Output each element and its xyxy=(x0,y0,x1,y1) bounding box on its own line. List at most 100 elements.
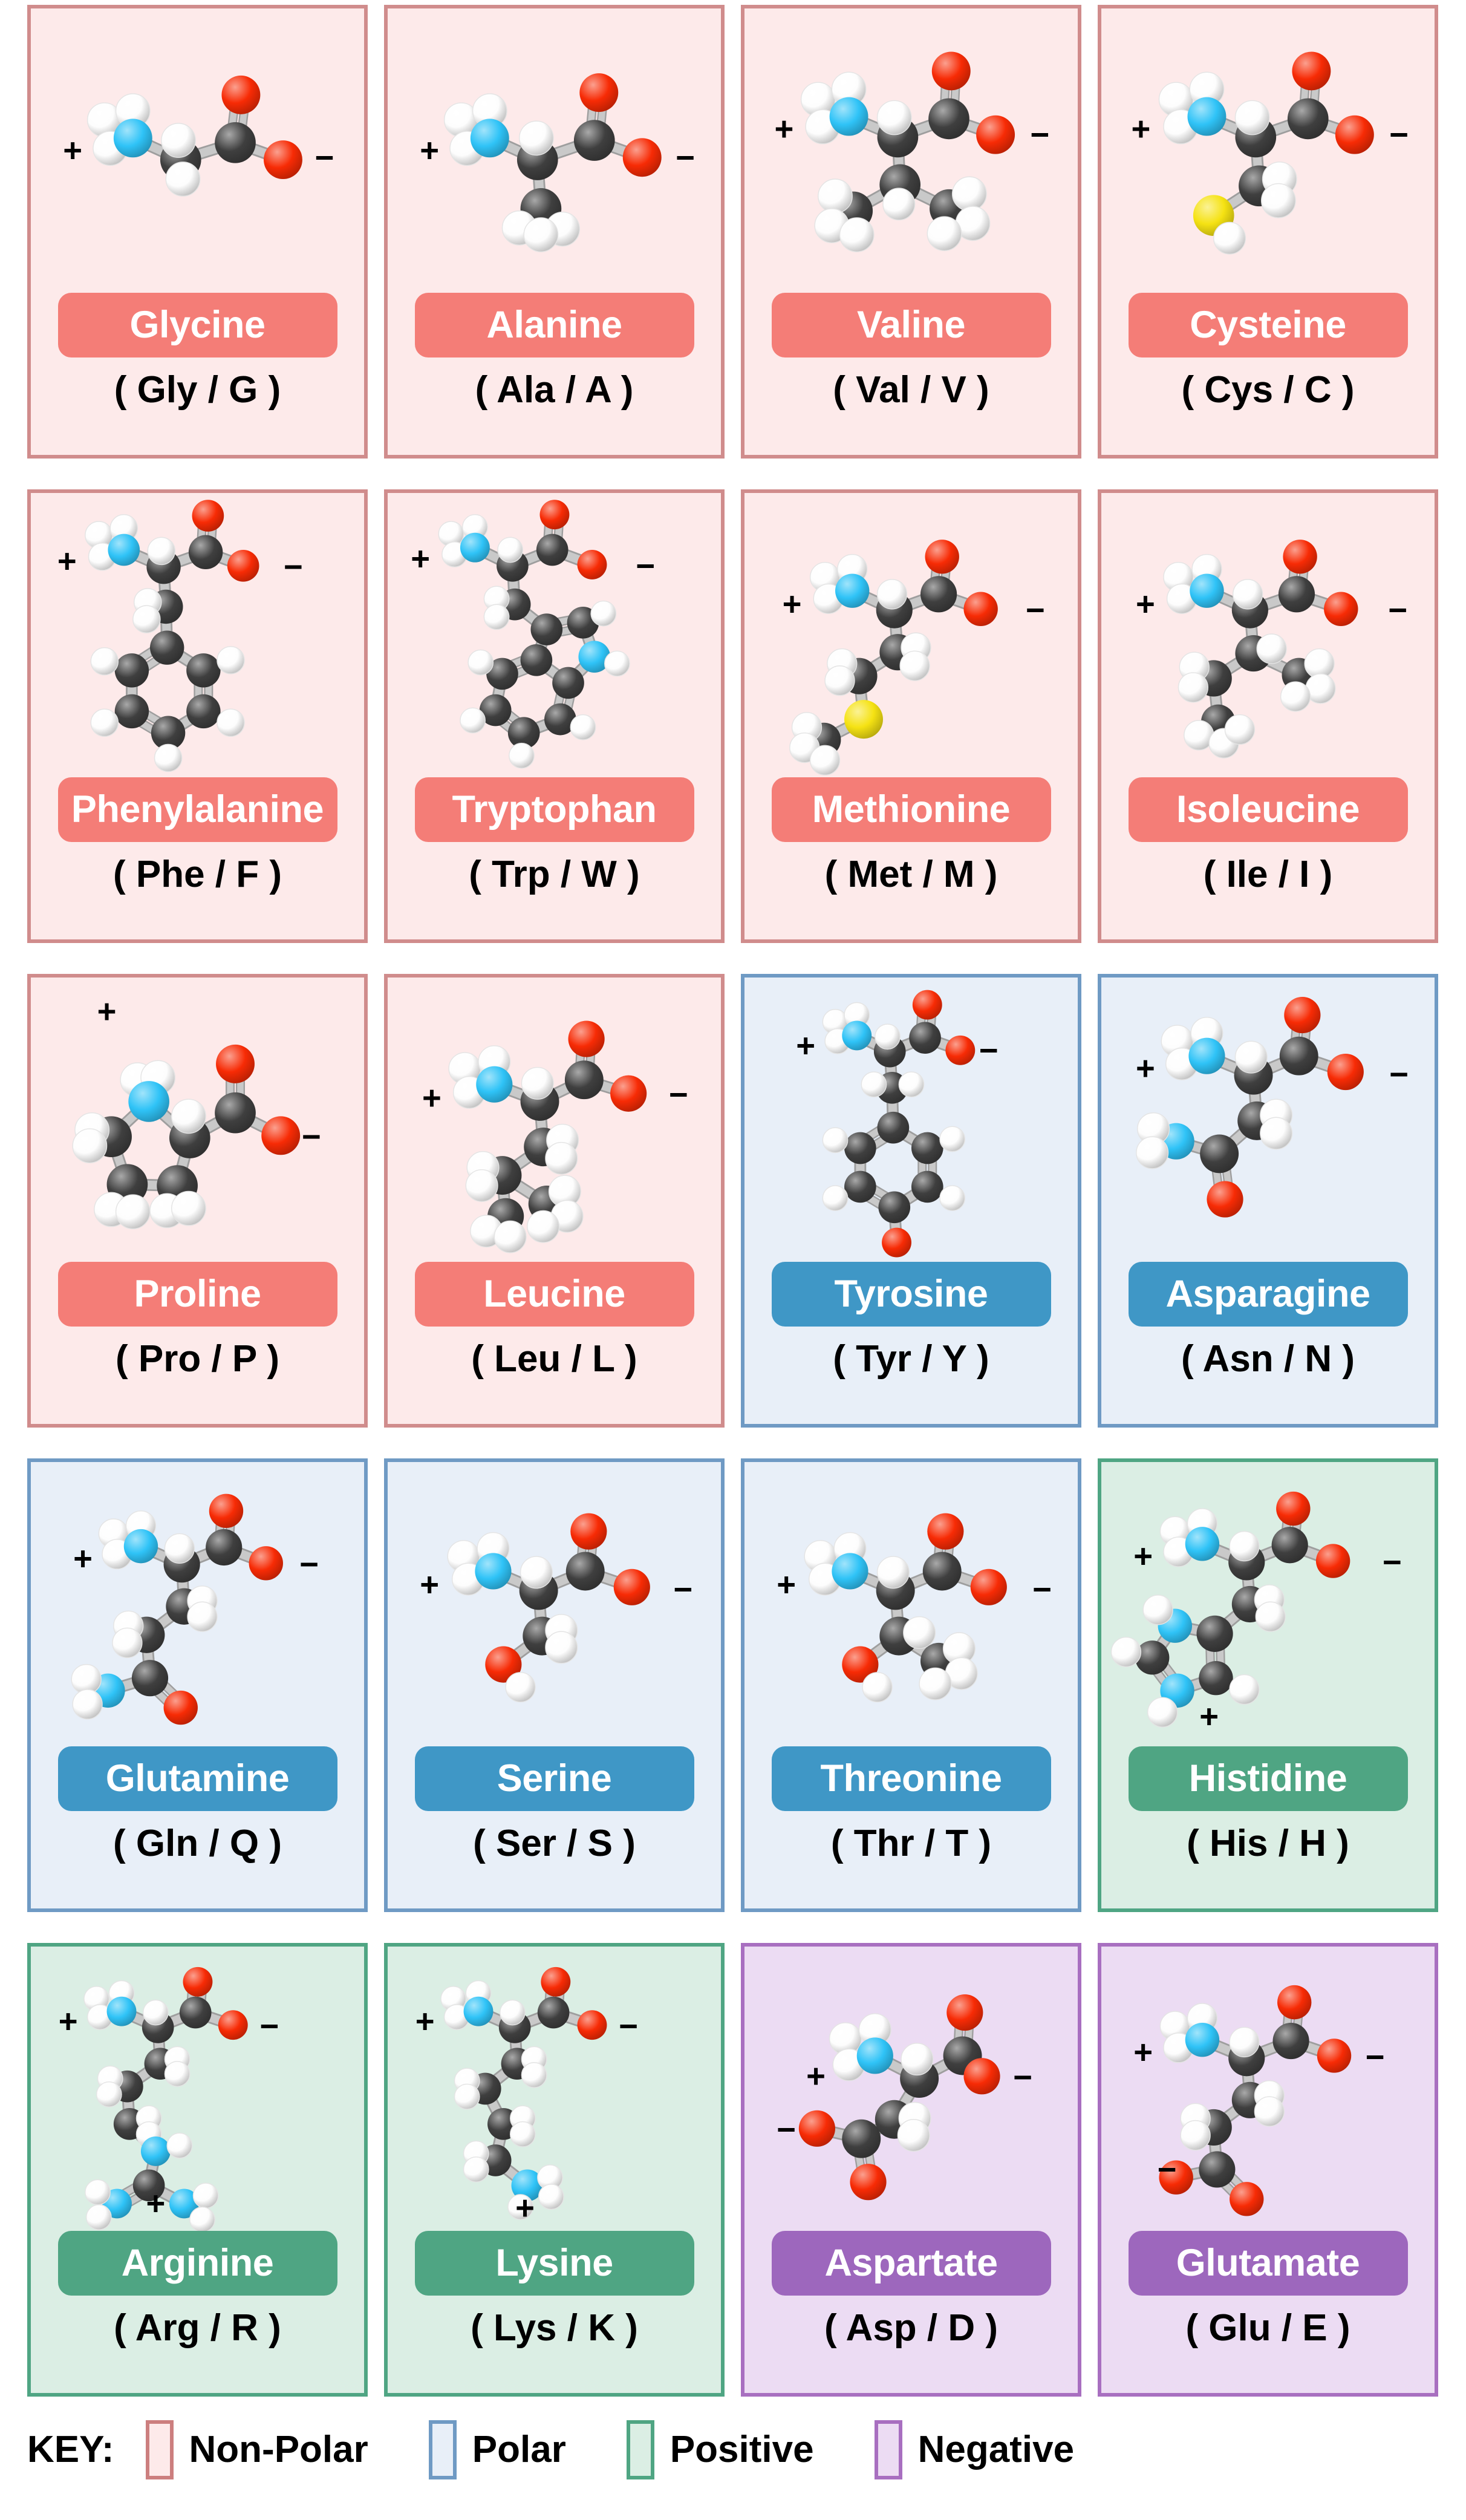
charge-positive-label: + xyxy=(420,1567,439,1604)
atom-oxygen xyxy=(1335,115,1374,154)
amino-acid-abbreviation: ( Tyr / Y ) xyxy=(833,1338,989,1380)
atom-carbon xyxy=(552,667,584,699)
atom-nitrogen xyxy=(511,2169,544,2202)
amino-acid-name-badge: Methionine xyxy=(771,777,1051,842)
atom-nitrogen xyxy=(1185,2022,1220,2057)
amino-acid-abbreviation: ( Ile / I ) xyxy=(1203,854,1333,895)
atom-carbon xyxy=(1287,98,1329,140)
amino-acid-card-phenylalanine[interactable]: + − Phenylalanine( Phe / F ) xyxy=(27,489,368,943)
amino-acid-card-alanine[interactable]: + − Alanine( Ala / A ) xyxy=(384,5,725,459)
legend-item-positive: Positive xyxy=(626,2420,814,2479)
atom-oxygen xyxy=(577,550,607,579)
charge-negative-label: − xyxy=(1366,2039,1385,2075)
atom-carbon xyxy=(114,694,149,729)
atom-carbon xyxy=(920,576,957,613)
charge-positive-label: + xyxy=(422,1080,441,1117)
molecule-diagram-alanine: + − xyxy=(388,8,721,293)
amino-acid-card-methionine[interactable]: + − Methionine( Met / M ) xyxy=(741,489,1081,943)
atom-hydrogen xyxy=(951,176,987,212)
amino-acid-card-threonine[interactable]: + − Threonine( Thr / T ) xyxy=(741,1458,1081,1912)
atom-oxygen xyxy=(541,1967,571,1997)
amino-acid-card-arginine[interactable]: + − + Arginine ( Arg / R ) xyxy=(27,1943,368,2397)
amino-acid-card-aspartate[interactable]: + − − Aspartate( Asp / D ) xyxy=(741,1943,1081,2397)
charge-negative-label: − xyxy=(1389,116,1409,153)
atom-nitrogen xyxy=(169,2189,199,2219)
atom-hydrogen xyxy=(189,2206,215,2231)
charge-positive-label: + xyxy=(411,541,430,578)
atom-group xyxy=(789,540,998,775)
molecule-diagram-tyrosine: + − xyxy=(744,978,1078,1262)
amino-acid-card-tryptophan[interactable]: + − Tryptophan( Trp / W ) xyxy=(384,489,725,943)
amino-acid-card-histidine[interactable]: + − + Histidine ( His / H ) xyxy=(1098,1458,1438,1912)
amino-acid-abbreviation: ( Cys / C ) xyxy=(1181,369,1355,411)
atom-carbon xyxy=(877,1111,910,1144)
atom-hydrogen xyxy=(875,1023,901,1050)
amino-acid-card-glycine[interactable]: + − Glycine( Gly / G ) xyxy=(27,5,368,459)
amino-acid-card-isoleucine[interactable]: + − Isoleucine( Ile / I ) xyxy=(1098,489,1438,943)
molecule-diagram-cysteine: + − xyxy=(1101,8,1435,293)
atom-oxygen xyxy=(1283,540,1317,574)
atom-oxygen xyxy=(945,1035,976,1065)
molecule-diagram-tryptophan: + − xyxy=(388,493,721,777)
amino-acid-abbreviation: ( Arg / R ) xyxy=(114,2307,281,2349)
atom-group xyxy=(71,1493,283,1725)
atom-nitrogen xyxy=(1187,97,1227,136)
atom-group xyxy=(440,1967,607,2220)
charge-negative-label: − xyxy=(673,1571,692,1608)
bond-group xyxy=(126,90,289,166)
amino-acid-name-badge: Histidine xyxy=(1128,1746,1408,1811)
atom-hydrogen xyxy=(1234,1040,1268,1074)
amino-acid-card-asparagine[interactable]: + − Asparagine( Asn / N ) xyxy=(1098,974,1438,1428)
atom-oxygen xyxy=(579,73,619,113)
amino-acid-card-leucine[interactable]: + − Leucine( Leu / L ) xyxy=(384,974,725,1428)
amino-acid-card-valine[interactable]: + − Valine( Val / V ) xyxy=(741,5,1081,459)
charge-negative-label: − xyxy=(1389,1056,1409,1092)
atom-group xyxy=(798,1994,1000,2201)
atom-carbon xyxy=(844,1132,876,1164)
atom-hydrogen xyxy=(164,2061,191,2087)
atom-group xyxy=(438,500,630,769)
amino-acid-card-tyrosine[interactable]: + − Tyrosine( Tyr / Y ) xyxy=(741,974,1081,1428)
legend-item-polar: Polar xyxy=(428,2420,566,2479)
charge-negative-label: − xyxy=(619,2008,638,2045)
atom-nitrogen xyxy=(470,119,509,158)
atom-hydrogen xyxy=(876,579,908,610)
amino-acid-card-lysine[interactable]: + − + Lysine ( Lys / K ) xyxy=(384,1943,725,2397)
amino-acid-card-glutamine[interactable]: + − Glutamine( Gln / Q ) xyxy=(27,1458,368,1912)
amino-acid-card-proline[interactable]: + − Proline( Pro / P ) xyxy=(27,974,368,1428)
atom-hydrogen xyxy=(898,1071,925,1098)
amino-acid-card-cysteine[interactable]: + − Cysteine( Cys / C ) xyxy=(1098,5,1438,459)
atom-hydrogen xyxy=(545,1141,578,1175)
legend-swatch-positive xyxy=(626,2420,654,2479)
amino-acid-card-glutamate[interactable]: + − − Glutamate ( Glu / E ) xyxy=(1098,1943,1438,2397)
atom-group xyxy=(1136,996,1364,1218)
charge-negative-label: − xyxy=(1030,116,1049,153)
atom-hydrogen xyxy=(521,2062,547,2088)
charge-negative-label: − xyxy=(676,139,695,176)
charge-positive-label: + xyxy=(420,132,439,169)
atom-carbon xyxy=(131,1660,169,1697)
atom-hydrogen xyxy=(927,216,962,252)
atom-hydrogen xyxy=(1178,672,1209,703)
atom-group xyxy=(1158,51,1374,255)
atom-hydrogen xyxy=(90,708,119,737)
atom-hydrogen xyxy=(604,650,630,677)
charge-positive-label: + xyxy=(1136,586,1155,623)
molecule-diagram-phenylalanine: + − xyxy=(31,493,364,777)
atom-hydrogen xyxy=(467,649,494,676)
amino-acid-card-serine[interactable]: + − Serine( Ser / S ) xyxy=(384,1458,725,1912)
charge-positive-label: + xyxy=(1131,111,1150,148)
atom-hydrogen xyxy=(192,2182,219,2209)
atom-hydrogen xyxy=(520,1556,553,1589)
amino-acid-name-badge: Glycine xyxy=(57,293,337,357)
atom-carbon xyxy=(206,1529,243,1566)
molecule-diagram-aspartate: + − − xyxy=(744,1947,1078,2231)
molecule-diagram-lysine: + − + xyxy=(388,1947,721,2231)
charge-negative-label: − xyxy=(1383,1544,1402,1581)
legend-swatch-polar xyxy=(428,2420,457,2479)
atom-carbon xyxy=(842,2119,881,2158)
atom-hydrogen xyxy=(538,2184,564,2210)
charge-negative-label: − xyxy=(1013,2059,1032,2096)
legend-swatch-nonpolar xyxy=(145,2420,174,2479)
atom-carbon xyxy=(520,644,553,676)
